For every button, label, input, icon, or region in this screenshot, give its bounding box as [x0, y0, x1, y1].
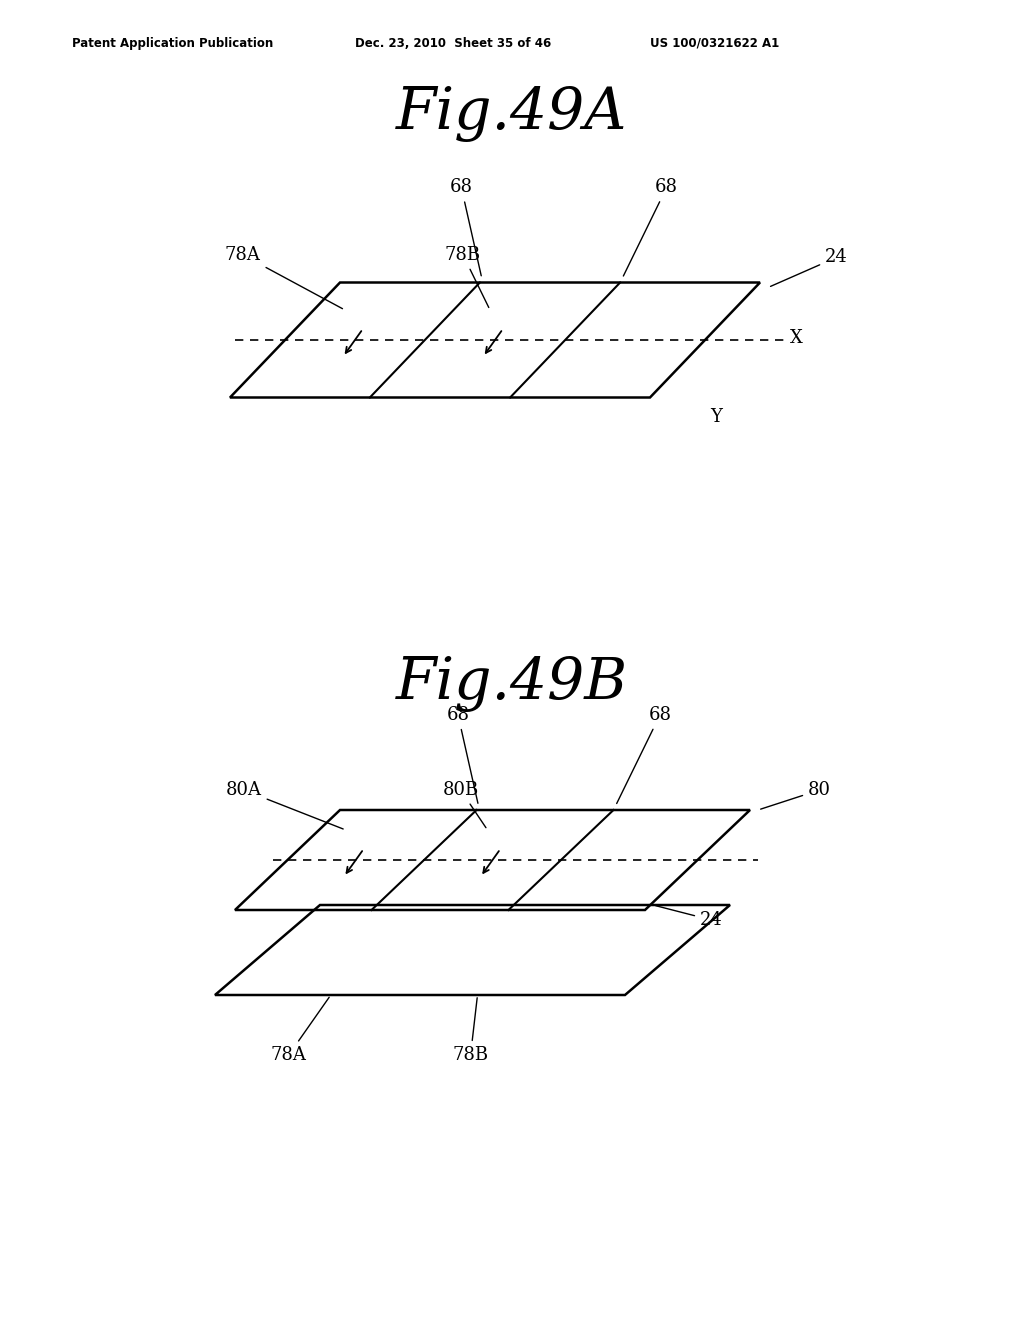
- Text: X: X: [790, 329, 803, 347]
- Text: 78A: 78A: [225, 246, 342, 309]
- Text: 24: 24: [655, 906, 723, 929]
- Text: 80: 80: [761, 781, 831, 809]
- Text: 68: 68: [616, 706, 672, 804]
- Text: 78B: 78B: [445, 246, 488, 308]
- Text: Y: Y: [710, 408, 722, 426]
- Text: US 100/0321622 A1: US 100/0321622 A1: [650, 37, 779, 50]
- Text: Fig.49B: Fig.49B: [396, 655, 628, 711]
- Text: 78A: 78A: [270, 998, 329, 1064]
- Text: 68: 68: [450, 178, 481, 276]
- Text: 24: 24: [770, 248, 848, 286]
- Text: 78B: 78B: [453, 998, 488, 1064]
- Text: Dec. 23, 2010  Sheet 35 of 46: Dec. 23, 2010 Sheet 35 of 46: [355, 37, 551, 50]
- Text: 68: 68: [624, 178, 678, 276]
- Text: 80A: 80A: [225, 781, 343, 829]
- Text: Patent Application Publication: Patent Application Publication: [72, 37, 273, 50]
- Text: 80B: 80B: [442, 781, 486, 828]
- Text: Fig.49A: Fig.49A: [396, 84, 628, 141]
- Text: 68: 68: [446, 706, 478, 804]
